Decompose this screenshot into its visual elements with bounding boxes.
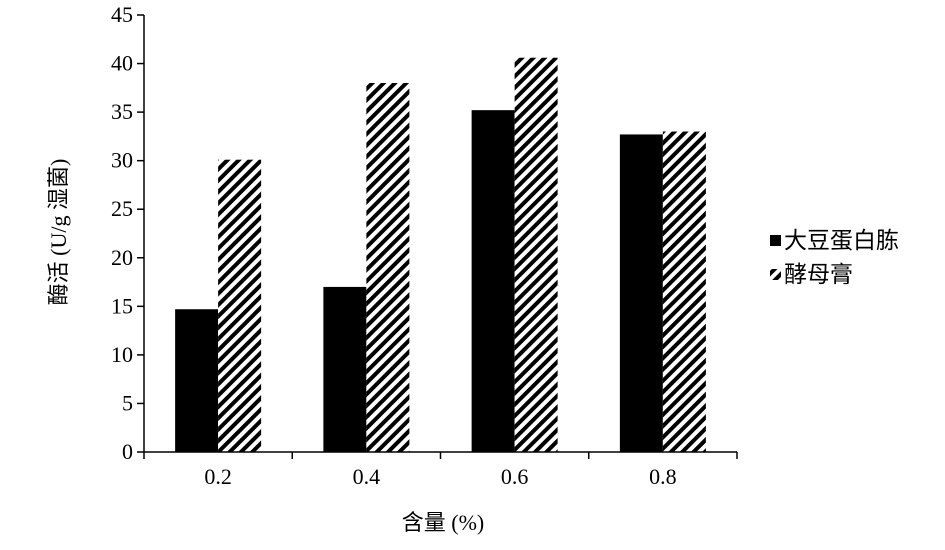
bar-soy-peptone-0.2 — [175, 309, 219, 452]
x-tick-label: 0.6 — [501, 464, 529, 489]
y-tick-label: 0 — [122, 439, 133, 464]
y-axis-label: 酶活 (U/g 湿菌) — [46, 159, 71, 306]
bar-soy-peptone-0.6 — [471, 110, 515, 453]
bar-yeast-extract-0.4 — [366, 82, 410, 452]
legend-label-soy-peptone: 大豆蛋白胨 — [784, 228, 899, 253]
bar-yeast-extract-0.6 — [514, 57, 558, 453]
bar-yeast-extract-0.8 — [662, 131, 706, 453]
bar-soy-peptone-0.8 — [619, 134, 663, 453]
y-tick-label: 30 — [111, 148, 133, 173]
bar-yeast-extract-0.2 — [218, 159, 262, 452]
x-tick-label: 0.4 — [353, 464, 381, 489]
y-tick-label: 20 — [111, 245, 133, 270]
x-axis-label: 含量 (%) — [402, 510, 484, 535]
y-tick-label: 45 — [111, 2, 133, 27]
y-tick-label: 25 — [111, 196, 133, 221]
y-tick-label: 10 — [111, 342, 133, 367]
axes: 0.2 0.4 0.6 0.8 0 5 10 15 20 25 30 35 40 45 — [111, 2, 738, 489]
y-tick-label: 15 — [111, 293, 133, 318]
legend-swatch-yeast-extract — [770, 269, 781, 280]
x-tick-label: 0.2 — [204, 464, 232, 489]
y-tick-label: 35 — [111, 99, 133, 124]
y-tick-label: 5 — [122, 390, 133, 415]
x-tick-label: 0.8 — [649, 464, 677, 489]
bar-soy-peptone-0.4 — [323, 286, 367, 452]
plot-area — [175, 57, 706, 453]
legend-label-yeast-extract: 酵母膏 — [784, 262, 853, 287]
y-tick-label: 40 — [111, 51, 133, 76]
legend-swatch-soy-peptone — [770, 235, 781, 246]
